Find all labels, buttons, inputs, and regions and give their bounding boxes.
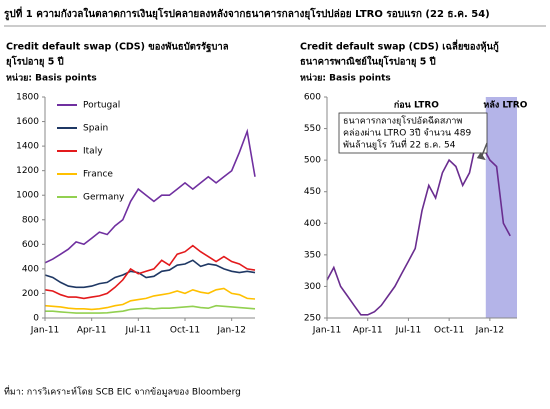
source: ที่มา: การวิเคราะห์โดย SCB EIC จากข้อมูล…	[4, 385, 241, 398]
y-tick-label: 550	[304, 124, 321, 134]
chart-title: ธนาคารพาณิชย์ในยุโรปอายุ 5 ปี	[300, 56, 436, 68]
legend-label: Spain	[83, 124, 108, 134]
y-tick-label: 450	[304, 187, 321, 197]
y-tick-label: 0	[33, 314, 39, 324]
y-tick-label: 250	[304, 314, 321, 324]
y-tick-label: 350	[304, 250, 321, 260]
x-tick-label: Jan-12	[216, 326, 246, 336]
note-text: ธนาคารกลางยุโรปอัดฉีดสภาพ	[343, 116, 462, 127]
y-tick-label: 1600	[16, 117, 39, 127]
x-tick-label: Oct-11	[170, 326, 200, 336]
series-line	[45, 304, 256, 314]
x-tick-label: Apr-11	[77, 326, 107, 336]
series-line	[44, 287, 256, 311]
y-tick-label: 800	[22, 215, 39, 225]
y-tick-label: 1400	[16, 142, 39, 152]
chart-title: ยุโรปอายุ 5 ปี	[6, 56, 64, 68]
figure-title: รูปที่ 1 ความกังวลในตลาดการเงินยุโรปคลาย…	[4, 6, 490, 21]
y-tick-label: 1800	[16, 93, 39, 103]
y-tick-label: 1000	[16, 191, 39, 201]
note-arrow	[481, 142, 488, 157]
y-tick-label: 400	[304, 219, 321, 229]
x-tick-label: Jul-11	[395, 326, 422, 336]
x-tick-label: Apr-11	[353, 326, 383, 336]
y-tick-label: 1200	[16, 166, 39, 176]
x-tick-label: Jan-12	[475, 326, 505, 336]
note-text: พันล้านยูโร วันที่ 22 ธ.ค. 54	[343, 138, 456, 151]
legend-label: Portugal	[83, 101, 120, 111]
legend-label: Italy	[83, 147, 103, 157]
y-tick-label: 600	[22, 240, 39, 250]
note-arrow-head	[476, 152, 486, 161]
y-tick-label: 200	[22, 289, 39, 299]
legend-label: Germany	[83, 193, 125, 203]
x-tick-label: Oct-11	[434, 326, 464, 336]
x-tick-label: Jul-11	[125, 326, 152, 336]
x-tick-label: Jan-11	[312, 326, 342, 336]
note-box	[338, 112, 488, 154]
unit-label: หน่วย: Basis points	[300, 73, 391, 84]
unit-label: หน่วย: Basis points	[6, 73, 97, 84]
y-tick-label: 500	[304, 156, 321, 166]
y-tick-label: 600	[304, 93, 321, 103]
x-tick-label: Jan-11	[30, 326, 60, 336]
y-tick-label: 300	[304, 282, 321, 292]
note-text: คล่องผ่าน LTRO 3ปี จำนวน 489	[343, 128, 471, 139]
annotation: หลัง LTRO	[483, 100, 527, 111]
series-line	[326, 139, 511, 316]
legend-label: France	[83, 170, 113, 180]
y-tick-label: 400	[22, 264, 39, 274]
chart-title: Credit default swap (CDS) ของพันธบัตรรัฐ…	[6, 42, 229, 53]
chart-title: Credit default swap (CDS) เฉลี่ยของหุ้นก…	[300, 39, 499, 54]
series-line	[44, 244, 256, 300]
series-line	[44, 128, 256, 264]
annotation: ก่อน LTRO	[394, 100, 439, 111]
series-line	[44, 259, 256, 289]
